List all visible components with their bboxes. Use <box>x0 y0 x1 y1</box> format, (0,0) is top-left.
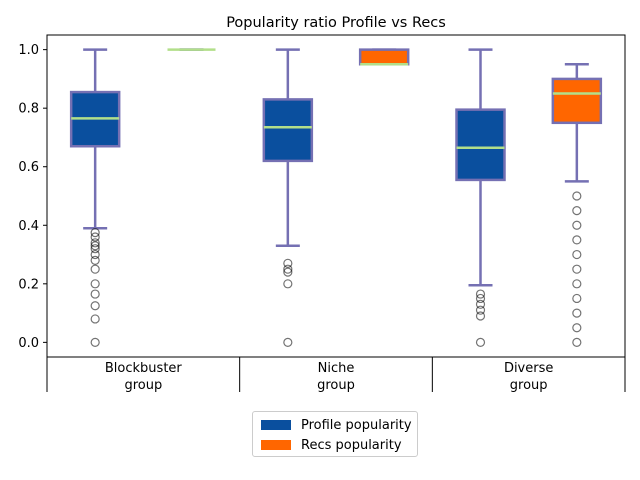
box-body <box>358 48 410 66</box>
box-profile-1 <box>262 48 314 347</box>
outlier-point <box>90 244 100 254</box>
legend-item-profile: Profile popularity <box>261 416 412 434</box>
outlier-point <box>90 301 100 311</box>
legend-item-recs: Recs popularity <box>261 436 402 454</box>
outlier-point <box>475 299 486 309</box>
chart-title: Popularity ratio Profile vs Recs <box>226 15 446 31</box>
outlier-point <box>90 232 100 242</box>
x-tick-label: Blockbuster group <box>105 361 183 393</box>
legend-label-profile: Profile popularity <box>301 417 412 433</box>
outlier-point <box>572 293 582 304</box>
outlier-point <box>475 289 486 299</box>
y-tick-label: 0.6 <box>18 160 39 175</box>
plot-frame <box>46 34 626 358</box>
box-recs-2 <box>551 63 603 347</box>
box-body <box>551 77 603 125</box>
outlier-point <box>572 206 582 216</box>
outlier-point <box>90 238 100 248</box>
plot-area <box>46 34 626 358</box>
legend-label-recs: Recs popularity <box>301 437 402 453</box>
x-axis: Blockbuster group Niche group Diverse group <box>46 357 626 393</box>
outlier-point <box>90 314 100 324</box>
box-recs-1 <box>358 48 410 66</box>
legend-swatch-profile <box>261 420 291 430</box>
y-tick-label: 0.4 <box>18 219 39 234</box>
x-tick-label: Niche group <box>317 361 355 393</box>
outlier-point <box>572 249 582 260</box>
outlier-point <box>90 255 100 265</box>
y-tick-label: 0.0 <box>18 336 39 351</box>
outlier-point <box>572 264 582 274</box>
outlier-point <box>90 241 100 251</box>
outlier-point <box>475 311 486 321</box>
legend-swatch-recs <box>261 440 291 450</box>
box-body <box>262 98 314 163</box>
outlier-point <box>475 305 486 315</box>
y-axis: 0.0 0.2 0.4 0.6 0.8 1.0 <box>18 43 47 351</box>
outlier-point <box>572 220 582 230</box>
outlier-point <box>572 235 582 245</box>
y-tick-label: 0.8 <box>18 102 39 117</box>
outlier-point <box>283 264 293 274</box>
outlier-point <box>90 227 100 238</box>
outlier-point <box>572 279 582 289</box>
outlier-point <box>572 308 582 318</box>
outlier-point <box>572 323 582 333</box>
outlier-point <box>90 249 100 260</box>
outlier-point <box>475 337 486 347</box>
y-tick-label: 0.2 <box>18 277 39 292</box>
outlier-point <box>572 191 582 201</box>
outlier-point <box>283 258 293 268</box>
box-profile-0 <box>69 48 121 347</box>
legend: Profile popularity Recs popularity <box>252 411 418 457</box>
outlier-point <box>90 289 100 299</box>
box-body <box>455 108 506 182</box>
outlier-point <box>283 337 293 347</box>
outlier-point <box>90 264 100 274</box>
outlier-point <box>90 337 100 347</box>
x-tick-label: Diverse group <box>504 361 553 393</box>
outlier-point <box>475 293 486 304</box>
outlier-point <box>283 267 293 277</box>
box-profile-2 <box>455 48 506 347</box>
outlier-point <box>90 279 100 289</box>
outlier-point <box>572 337 582 347</box>
outlier-point <box>283 279 293 289</box>
y-tick-label: 1.0 <box>18 43 39 58</box>
